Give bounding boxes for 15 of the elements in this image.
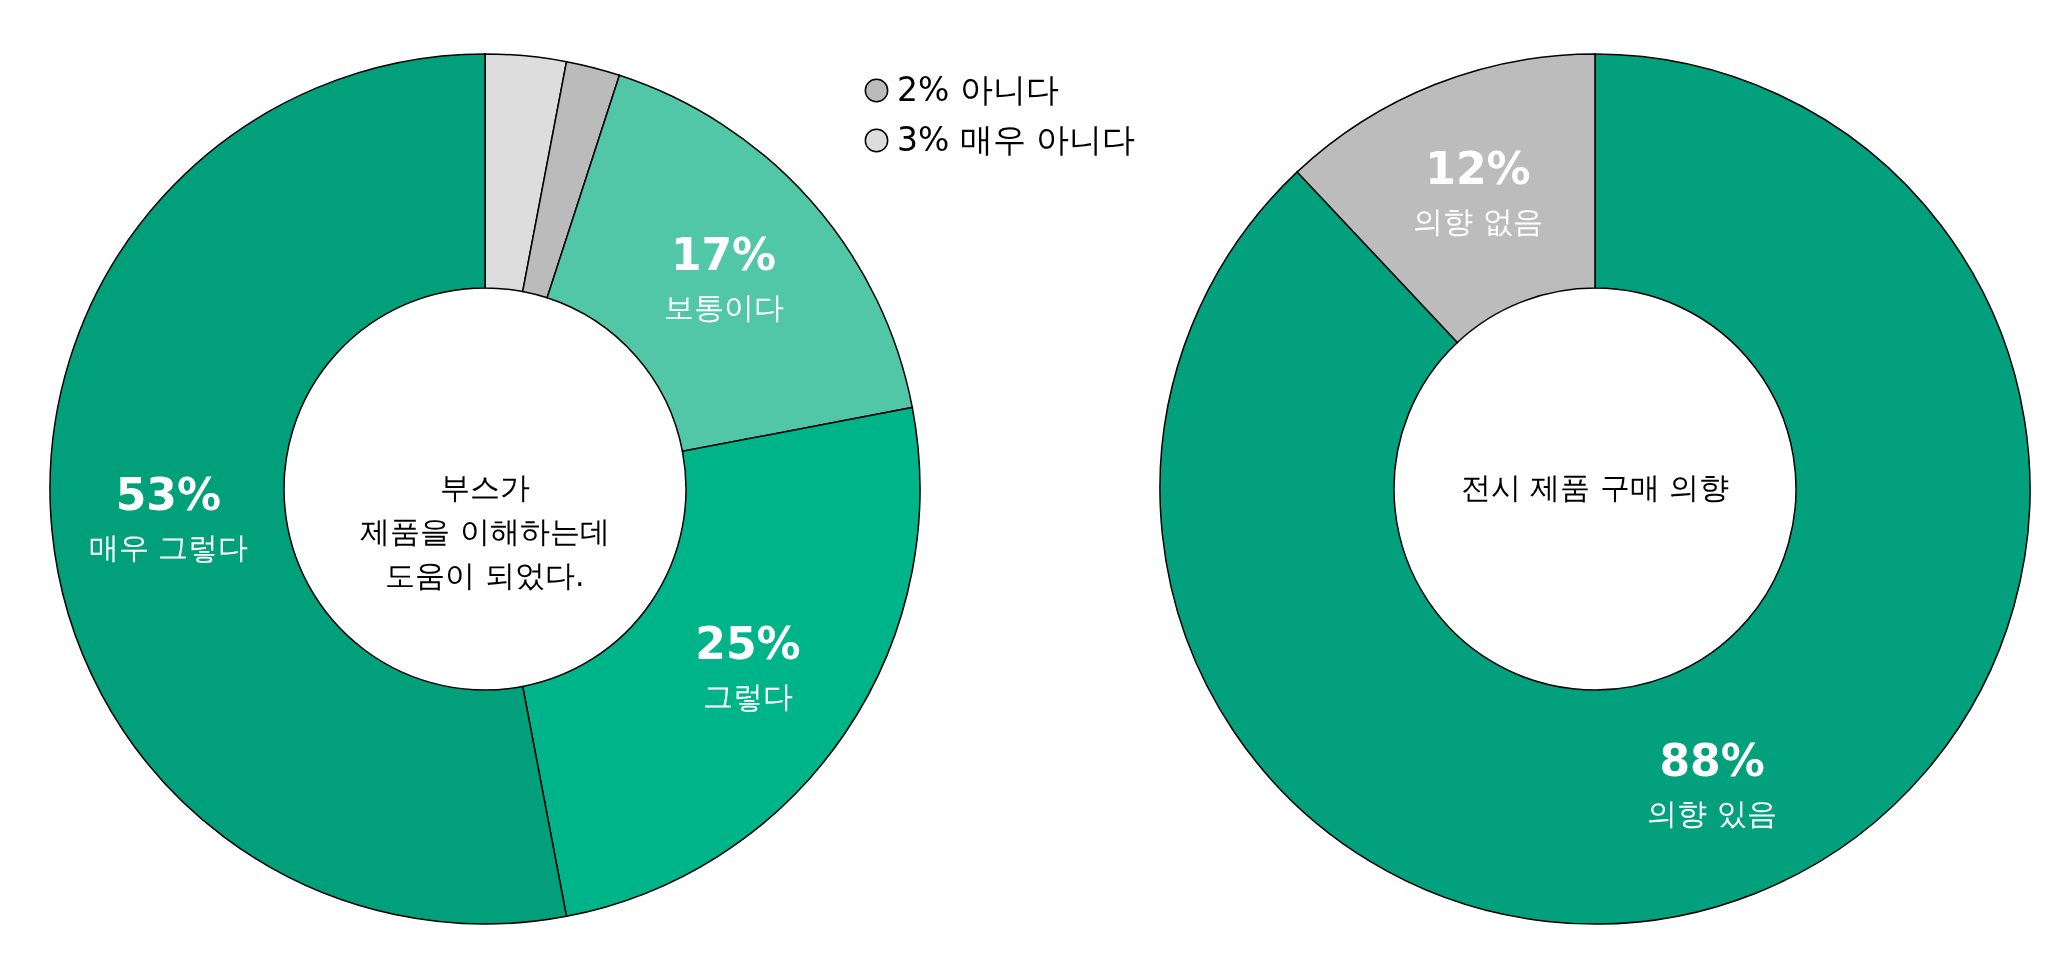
slice-label: 보통이다 xyxy=(663,289,784,325)
slice-label: 의향 없음 xyxy=(1413,204,1543,240)
data-label: 53% xyxy=(115,468,222,520)
legend-label: 3% 매우 아니다 xyxy=(897,119,1136,159)
data-label: 12% xyxy=(1425,143,1531,195)
text: 부스가 제품을 이해하는데 도움이 되었다. xyxy=(360,470,610,593)
legend-label: 2% 아니다 xyxy=(897,69,1059,109)
data-label: 88% xyxy=(1659,734,1765,786)
text: 전시 제품 구매 의향 xyxy=(1460,470,1730,505)
data-label: 25% xyxy=(695,617,801,669)
slice-label: 의향 있음 xyxy=(1647,795,1777,831)
slice-label: 그렇다 xyxy=(703,678,794,714)
slice-label: 매우 그렇다 xyxy=(88,529,249,565)
data-label: 17% xyxy=(670,228,777,280)
donut-slice xyxy=(1159,53,2031,925)
